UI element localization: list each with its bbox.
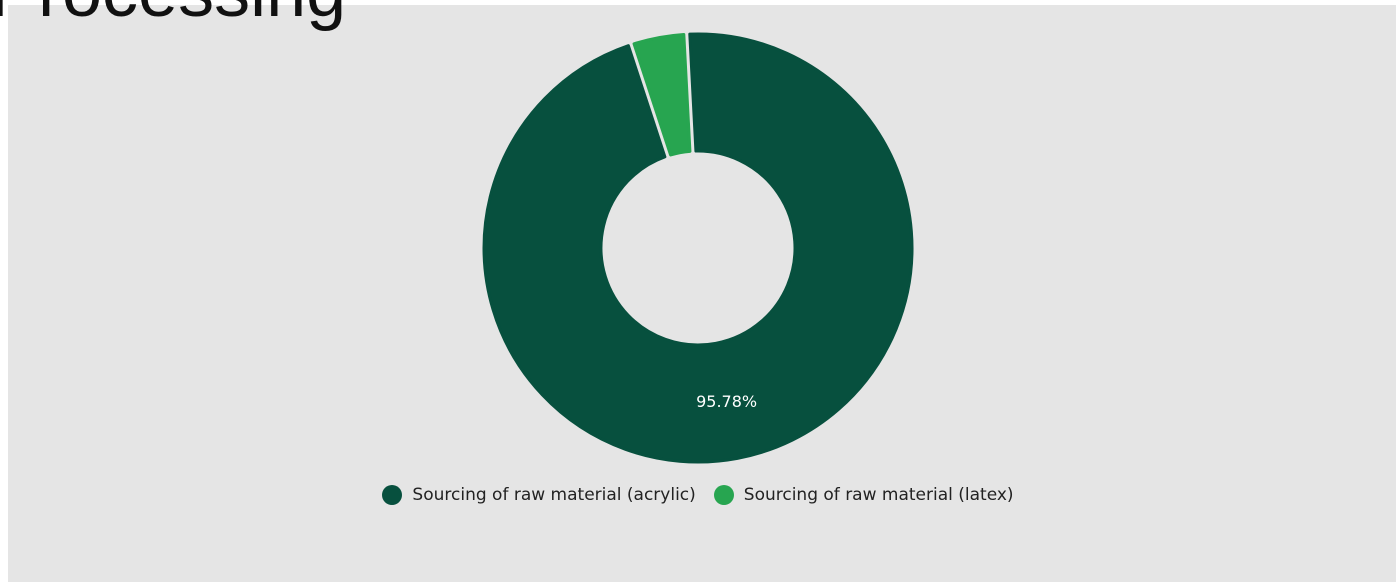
data-label-acrylic: 95.78% [696,392,757,411]
slice-acrylic[interactable] [482,32,914,464]
chart-legend: Sourcing of raw material (acrylic) Sourci… [0,485,1396,505]
legend-label: Sourcing of raw material (latex) [743,485,1014,505]
legend-item-latex[interactable]: Sourcing of raw material (latex) [713,485,1014,505]
slice-latex[interactable] [632,32,692,157]
donut-slices [482,32,914,464]
legend-swatch [382,485,403,505]
section-heading: Processing [0,0,346,32]
legend-swatch [713,485,734,505]
legend-label: Sourcing of raw material (acrylic) [412,485,696,505]
legend-item-acrylic[interactable]: Sourcing of raw material (acrylic) [382,485,696,505]
donut-data-labels: 95.78% [696,392,757,411]
